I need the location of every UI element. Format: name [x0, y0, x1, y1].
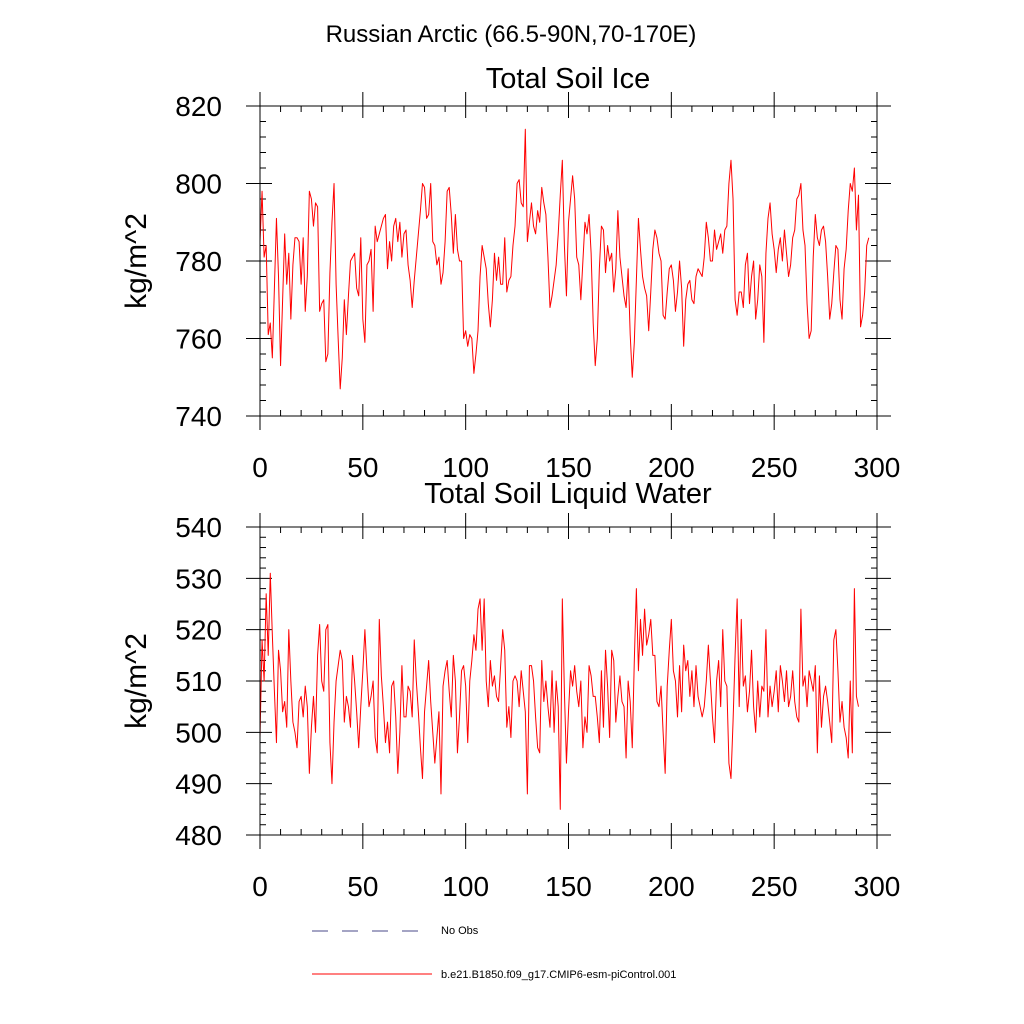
soil-ice-y-tick-label: 800 [175, 169, 222, 200]
legend: No Obs b.e21.B1850.f09_g17.CMIP6-esm-piC… [312, 925, 676, 981]
soil-liquid-water-x-tick-label: 0 [252, 871, 268, 902]
soil-ice-frame [259, 105, 878, 417]
soil-liquid-water-ylabel: kg/m^2 [120, 633, 153, 729]
soil-ice-y-tick-label: 820 [175, 91, 222, 122]
soil-liquid-water-y-tick-label: 490 [175, 769, 222, 800]
soil-liquid-water-x-tick-label: 200 [648, 871, 695, 902]
soil-ice-y-tick-label: 760 [175, 324, 222, 355]
soil-ice-y-tick-label: 740 [175, 401, 222, 432]
soil-liquid-water-title: Total Soil Liquid Water [424, 478, 712, 510]
soil-liquid-water-series-line [259, 572, 859, 810]
soil-liquid-water-y-tick-label: 530 [175, 563, 222, 594]
legend-obs-label: No Obs [441, 925, 479, 937]
soil-ice-panel: Total Soil Ice kg/m^2 0 50 100 150 200 250 300… [120, 63, 900, 483]
figure-title: Russian Arctic (66.5-90N,70-170E) [326, 21, 697, 48]
soil-ice-x-tick-label: 0 [252, 452, 268, 483]
soil-liquid-water-x-tick-label: 250 [751, 871, 798, 902]
soil-ice-x-tick-label: 150 [545, 452, 592, 483]
soil-liquid-water-x-tick-label: 50 [347, 871, 378, 902]
soil-ice-x-tick-label: 200 [648, 452, 695, 483]
soil-liquid-water-frame [259, 526, 878, 836]
soil-ice-x-tick-label: 300 [854, 452, 901, 483]
soil-liquid-water-y-tick-label: 500 [175, 717, 222, 748]
soil-liquid-water-y-tick-label: 520 [175, 615, 222, 646]
soil-liquid-water-y-tick-label: 540 [175, 512, 222, 543]
soil-liquid-water-x-tick-label: 100 [442, 871, 489, 902]
soil-ice-x-tick-label: 250 [751, 452, 798, 483]
soil-ice-title: Total Soil Ice [486, 63, 650, 95]
soil-liquid-water-x-tick-label: 150 [545, 871, 592, 902]
soil-liquid-water-y-tick-label: 480 [175, 820, 222, 851]
soil-liquid-water-y-tick-label: 510 [175, 666, 222, 697]
soil-ice-ylabel: kg/m^2 [120, 213, 153, 309]
legend-model-label: b.e21.B1850.f09_g17.CMIP6-esm-piControl.… [441, 969, 676, 981]
soil-ice-y-tick-label: 780 [175, 246, 222, 277]
soil-liquid-water-panel: Total Soil Liquid Water kg/m^2 0 50 100 150… [120, 478, 900, 902]
soil-ice-x-tick-label: 100 [442, 452, 489, 483]
soil-liquid-water-x-tick-label: 300 [854, 871, 901, 902]
soil-ice-series-line [259, 128, 870, 390]
soil-ice-x-tick-label: 50 [347, 452, 378, 483]
